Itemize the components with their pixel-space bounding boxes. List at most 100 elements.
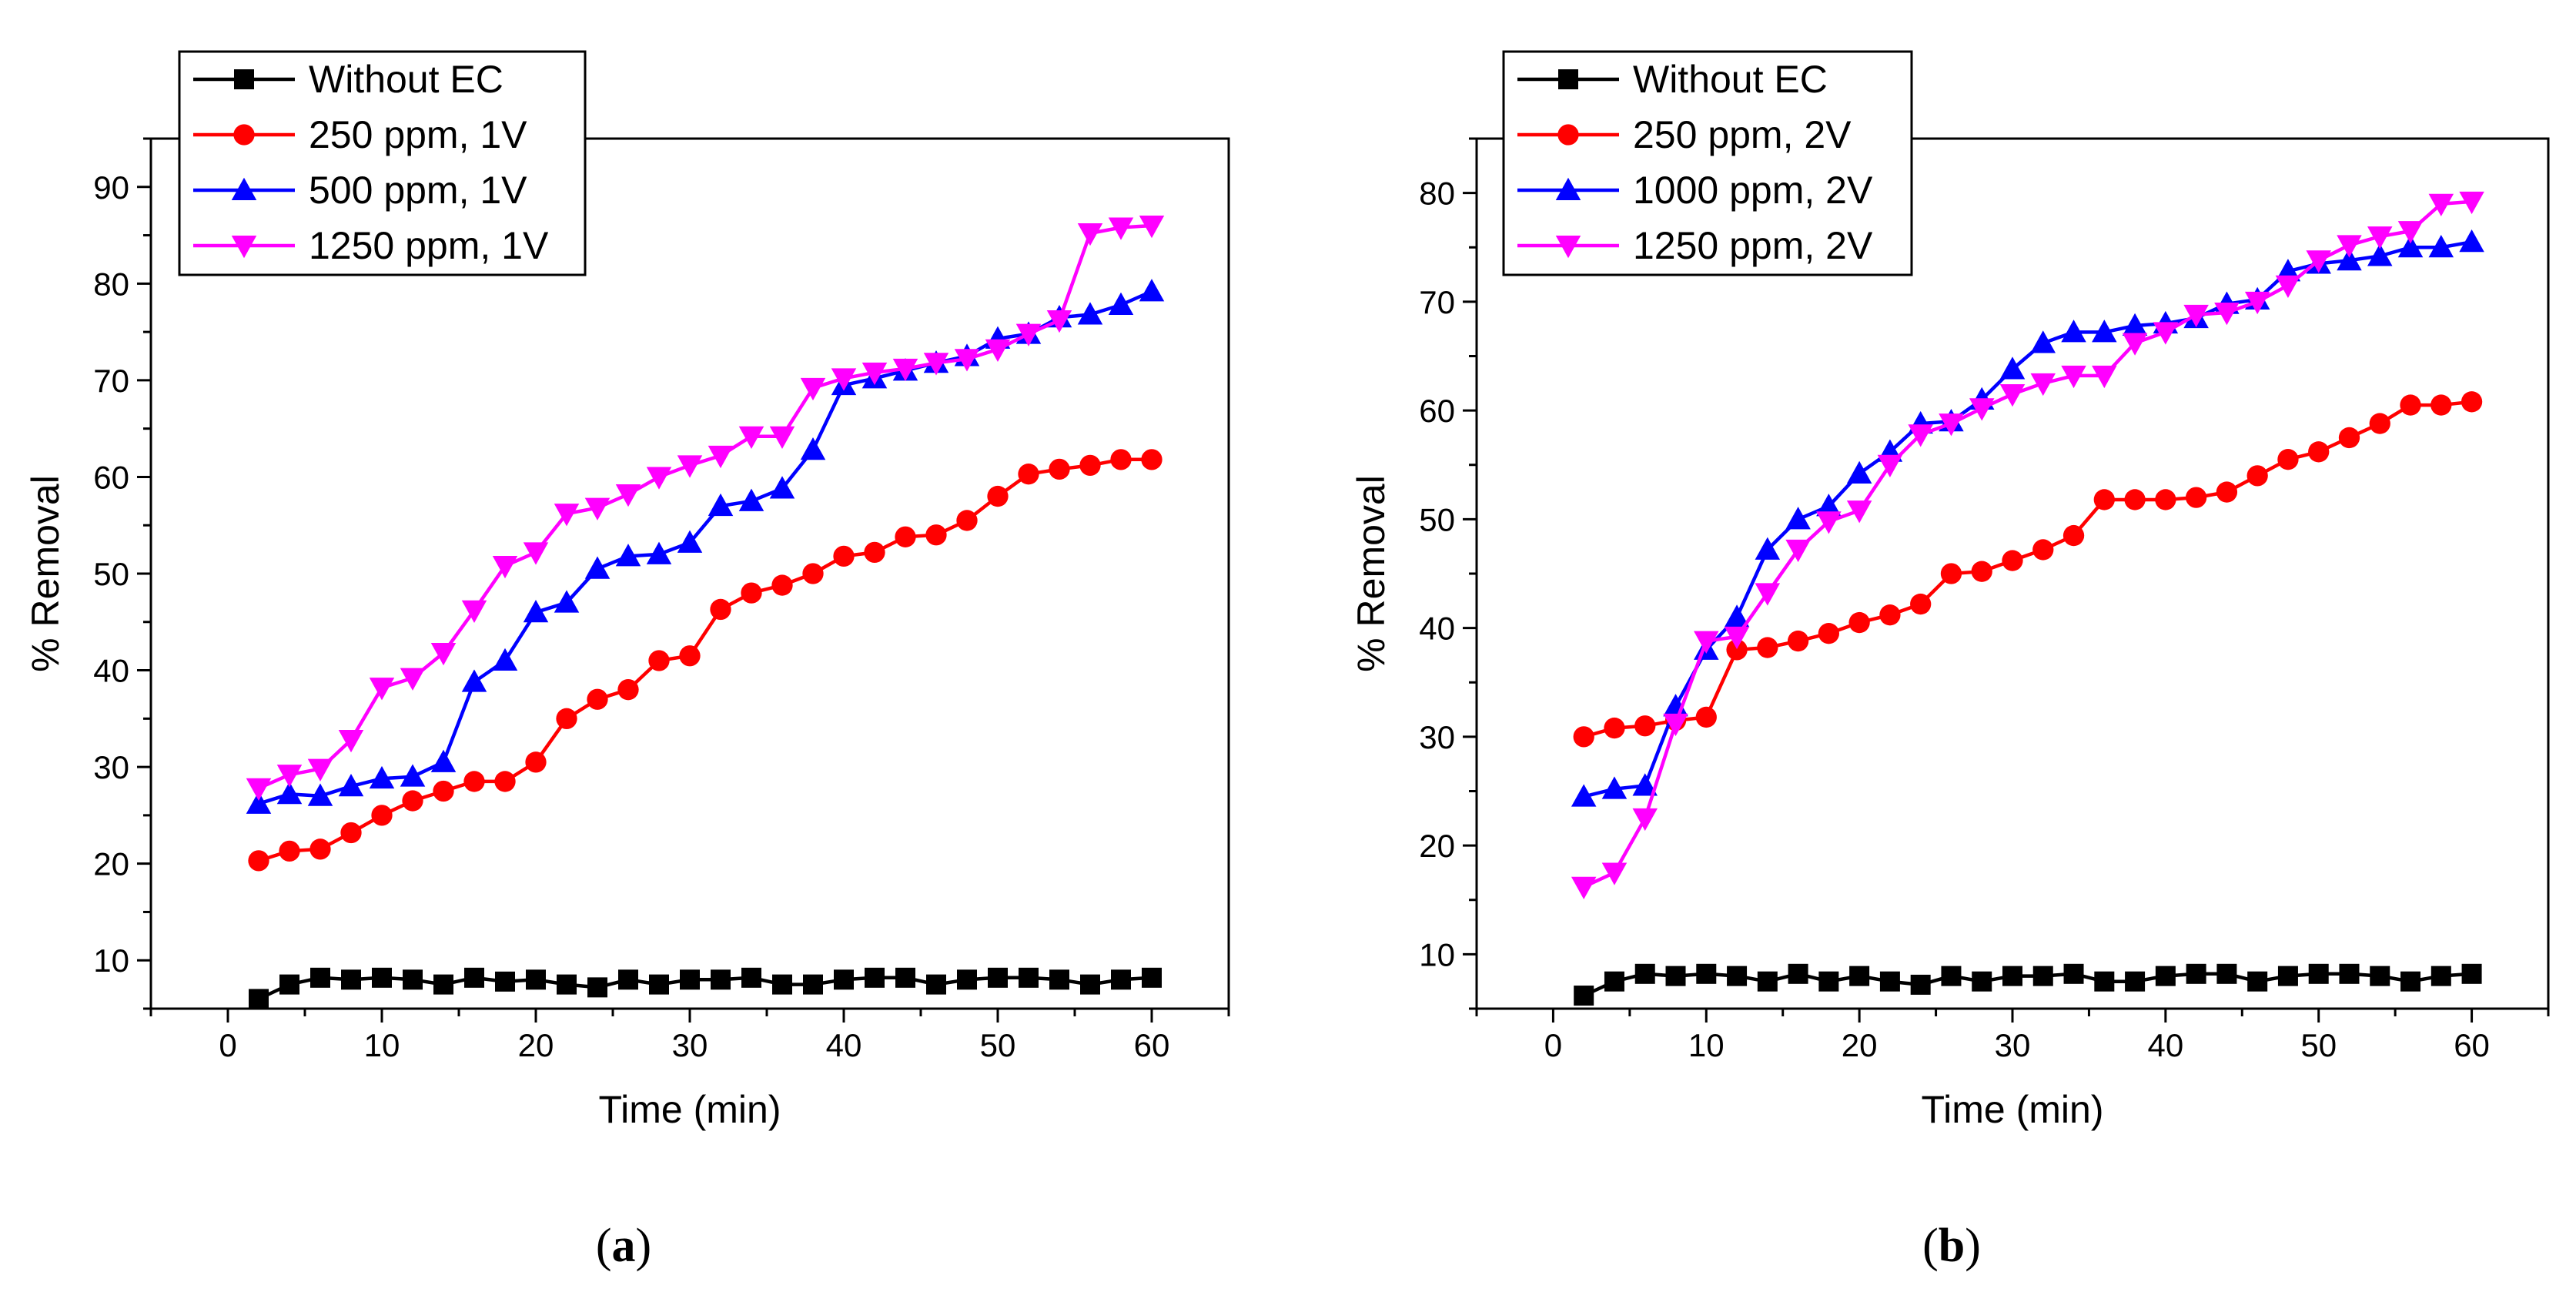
- data-point: [2002, 550, 2023, 571]
- legend-marker: [1555, 236, 1581, 259]
- data-point: [1788, 963, 1808, 984]
- data-point: [677, 530, 703, 553]
- y-tick-label: 30: [1419, 719, 1455, 755]
- data-point: [554, 590, 580, 613]
- y-tick-label: 30: [93, 749, 129, 785]
- data-point: [492, 555, 518, 579]
- data-point: [276, 782, 303, 805]
- data-point: [2277, 449, 2299, 470]
- data-point: [1049, 969, 1069, 990]
- panel-label-open-paren: (: [1922, 1220, 1939, 1272]
- data-point: [2400, 394, 2421, 416]
- data-point: [1111, 969, 1131, 990]
- legend-marker: [1555, 177, 1581, 200]
- data-point: [923, 353, 949, 376]
- data-point: [2062, 524, 2085, 547]
- data-point: [430, 749, 457, 772]
- data-point: [2308, 963, 2329, 984]
- y-tick-label: 60: [93, 459, 129, 495]
- y-tick-label: 40: [1419, 611, 1455, 647]
- data-point: [2275, 275, 2301, 298]
- data-point: [771, 574, 793, 596]
- data-point: [2125, 971, 2146, 992]
- data-point: [310, 967, 330, 988]
- data-point: [400, 668, 426, 691]
- panel-a: 0 10 20 30 40 50 60 10 20 30 40 50 60 70 80 90 Time (min…: [24, 50, 1230, 1272]
- data-point: [1999, 383, 2026, 407]
- data-point: [2428, 193, 2454, 216]
- data-point: [461, 600, 487, 623]
- legend-marker: [231, 236, 257, 259]
- data-point: [523, 599, 549, 623]
- data-point: [2092, 365, 2117, 389]
- y-tick-label: 10: [1419, 936, 1455, 972]
- data-point: [861, 362, 888, 386]
- data-point: [988, 967, 1008, 988]
- y-tick-label: 80: [93, 266, 129, 302]
- data-point: [1785, 507, 1811, 530]
- data-point: [2155, 489, 2176, 510]
- data-point: [1879, 604, 1901, 626]
- data-point: [1015, 323, 1042, 346]
- data-point: [800, 377, 826, 401]
- data-point: [307, 758, 333, 782]
- panel-label-close-paren: ): [1965, 1220, 1981, 1272]
- data-point: [1139, 216, 1165, 239]
- x-tick-label: 0: [1544, 1027, 1562, 1063]
- data-point: [2002, 966, 2022, 986]
- data-point: [587, 977, 607, 998]
- data-point: [925, 524, 947, 546]
- data-point: [738, 488, 764, 511]
- data-point: [525, 751, 547, 773]
- data-point: [2122, 333, 2148, 356]
- data-point: [2061, 365, 2086, 389]
- data-point: [1940, 563, 1962, 584]
- series-2: [1573, 391, 2483, 748]
- panel-label-close-paren: ): [636, 1220, 652, 1272]
- data-point: [769, 426, 795, 449]
- data-point: [2030, 330, 2056, 353]
- data-point: [248, 850, 269, 872]
- data-point: [1877, 454, 1903, 477]
- data-point: [831, 368, 857, 391]
- data-point: [800, 437, 826, 460]
- data-point: [1108, 292, 1134, 315]
- legend-label: 250 ppm, 2V: [1633, 113, 1852, 156]
- data-point: [2277, 966, 2298, 986]
- panel-label-letter: b: [1939, 1220, 1965, 1272]
- data-point: [492, 648, 518, 671]
- data-point: [2032, 966, 2053, 986]
- data-point: [679, 645, 701, 667]
- data-point: [2092, 320, 2117, 343]
- data-point: [2183, 304, 2209, 328]
- data-point: [618, 969, 638, 990]
- y-tick-label: 10: [93, 942, 129, 979]
- series-2: [248, 449, 1163, 872]
- x-tick-label: 30: [672, 1027, 708, 1063]
- data-point: [526, 969, 546, 990]
- data-point: [1573, 726, 1594, 748]
- data-point: [2216, 481, 2238, 503]
- series-1: [249, 967, 1162, 1009]
- x-tick-label: 10: [1688, 1027, 1725, 1063]
- data-point: [371, 805, 393, 826]
- data-point: [2246, 465, 2268, 487]
- data-point: [2032, 539, 2054, 561]
- y-tick-label: 40: [93, 653, 129, 689]
- data-point: [1079, 454, 1101, 477]
- data-point: [2430, 394, 2452, 416]
- data-point: [279, 974, 299, 995]
- data-point: [1080, 974, 1100, 995]
- data-point: [1665, 966, 1686, 986]
- data-point: [2094, 971, 2115, 992]
- data-point: [1941, 966, 1962, 986]
- y-tick-label: 60: [1419, 393, 1455, 429]
- x-tick-label: 50: [2300, 1027, 2337, 1063]
- x-tick-label: 30: [1995, 1027, 2031, 1063]
- data-point: [1846, 460, 1872, 484]
- data-point: [2397, 235, 2424, 258]
- series-4: [246, 216, 1165, 801]
- data-point: [710, 598, 731, 621]
- data-point: [584, 497, 611, 520]
